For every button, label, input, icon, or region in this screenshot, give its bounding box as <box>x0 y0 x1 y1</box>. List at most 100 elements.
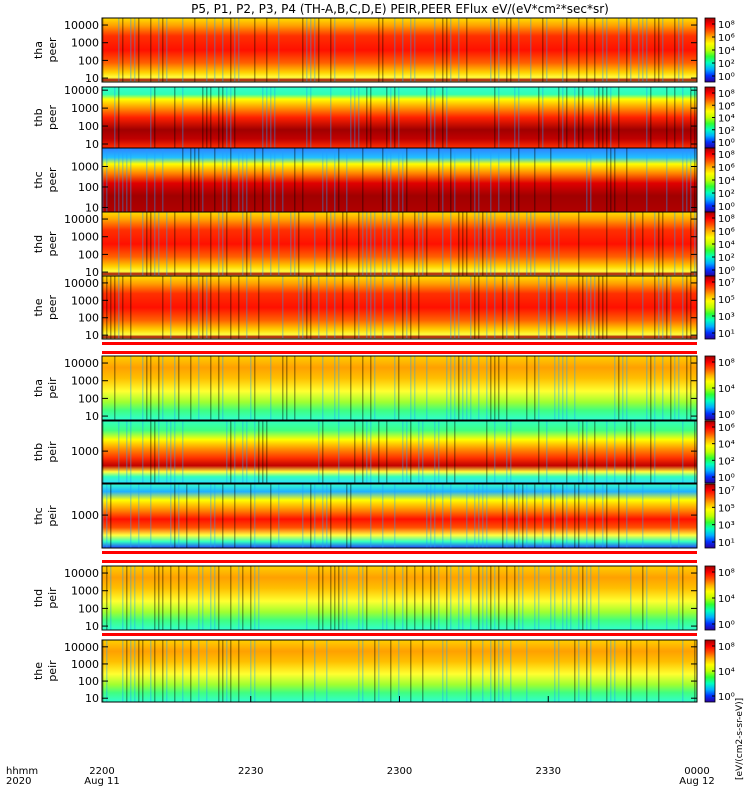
texture-line <box>362 421 364 483</box>
texture-line <box>174 640 176 702</box>
texture-line <box>214 148 216 212</box>
texture-line <box>202 148 204 212</box>
texture-line <box>514 276 516 339</box>
panel-label-line1: thc <box>32 507 45 524</box>
spectrogram-thb-peer <box>102 87 697 148</box>
colorbar-tick-label: 10⁴ <box>718 667 735 678</box>
texture-line <box>398 212 400 276</box>
texture-line <box>690 212 692 276</box>
texture-line <box>162 640 164 702</box>
texture-line <box>370 212 372 276</box>
panel-label: the peir <box>32 660 59 682</box>
texture-line <box>578 18 580 82</box>
texture-line <box>634 212 636 276</box>
texture-line <box>218 212 220 276</box>
texture-line <box>582 87 584 148</box>
texture-line <box>358 212 360 276</box>
texture-line <box>198 212 200 276</box>
texture-line <box>506 212 508 276</box>
texture-line <box>614 640 616 702</box>
colorbar-tick-label: 10² <box>718 59 735 70</box>
texture-line <box>114 148 116 212</box>
texture-line <box>646 640 648 702</box>
texture-line <box>154 212 156 276</box>
texture-line <box>166 212 168 276</box>
texture-line <box>594 484 596 548</box>
texture-line <box>366 421 368 483</box>
texture-line <box>354 276 356 339</box>
texture-line <box>674 356 676 420</box>
texture-line <box>550 566 552 630</box>
colorbar-tick-label: 10² <box>718 189 735 200</box>
texture-line <box>358 640 360 702</box>
texture-line <box>206 640 208 702</box>
texture-line <box>250 640 252 702</box>
panel-label-line1: tha <box>32 41 45 59</box>
spectrogram-texture <box>102 421 696 483</box>
texture-line <box>222 148 224 212</box>
texture-line <box>642 484 644 548</box>
texture-line <box>526 484 528 548</box>
texture-line <box>530 18 532 82</box>
colorbar-tick-label: 10⁸ <box>718 150 735 161</box>
y-tick-label: 1000 <box>71 375 99 388</box>
texture-line <box>334 276 336 339</box>
texture-line <box>178 566 180 630</box>
texture-line <box>622 356 624 420</box>
texture-line <box>130 356 132 420</box>
texture-line <box>654 356 656 420</box>
texture-line <box>494 566 496 630</box>
texture-line <box>102 18 104 82</box>
texture-line <box>438 421 440 483</box>
texture-line <box>574 87 576 148</box>
texture-line <box>422 566 424 630</box>
texture-line <box>370 276 372 339</box>
texture-line <box>610 640 612 702</box>
texture-line <box>282 356 284 420</box>
texture-line <box>450 276 452 339</box>
texture-line <box>502 484 504 548</box>
texture-line <box>318 276 320 339</box>
texture-line <box>450 148 452 212</box>
texture-line <box>366 212 368 276</box>
texture-line <box>562 87 564 148</box>
colorbar-the-peer <box>704 275 716 340</box>
texture-line <box>482 566 484 630</box>
time-tick-label: 0000 <box>684 766 709 777</box>
texture-line <box>254 484 256 548</box>
texture-line <box>350 356 352 420</box>
texture-line <box>238 356 240 420</box>
texture-line <box>590 148 592 212</box>
texture-line <box>254 18 256 82</box>
texture-line <box>654 276 656 339</box>
texture-line <box>414 18 416 82</box>
texture-line <box>478 356 480 420</box>
texture-line <box>534 566 536 630</box>
texture-line <box>606 148 608 212</box>
texture-line <box>166 640 168 702</box>
texture-line <box>626 276 628 339</box>
panel-tha-peir: 10000 1000 100 10 tha peir 10⁸ 10⁴ 10⁰ <box>32 355 735 423</box>
texture-line <box>154 87 156 148</box>
texture-line <box>270 640 272 702</box>
texture-line <box>158 356 160 420</box>
y-tick-label: 1000 <box>71 509 99 522</box>
texture-line <box>190 276 192 339</box>
texture-line <box>230 566 232 630</box>
texture-line <box>694 87 696 148</box>
texture-line <box>222 640 224 702</box>
texture-line <box>594 87 596 148</box>
texture-line <box>354 87 356 148</box>
y-tick-label: 10000 <box>64 357 99 370</box>
texture-line <box>458 212 460 276</box>
texture-line <box>486 421 488 483</box>
texture-line <box>658 640 660 702</box>
texture-line <box>386 566 388 630</box>
texture-line <box>106 484 108 548</box>
texture-line <box>566 421 568 483</box>
panel-label-line2: peer <box>46 231 59 257</box>
texture-line <box>226 148 228 212</box>
spectrogram-texture <box>102 18 684 82</box>
texture-line <box>362 148 364 212</box>
